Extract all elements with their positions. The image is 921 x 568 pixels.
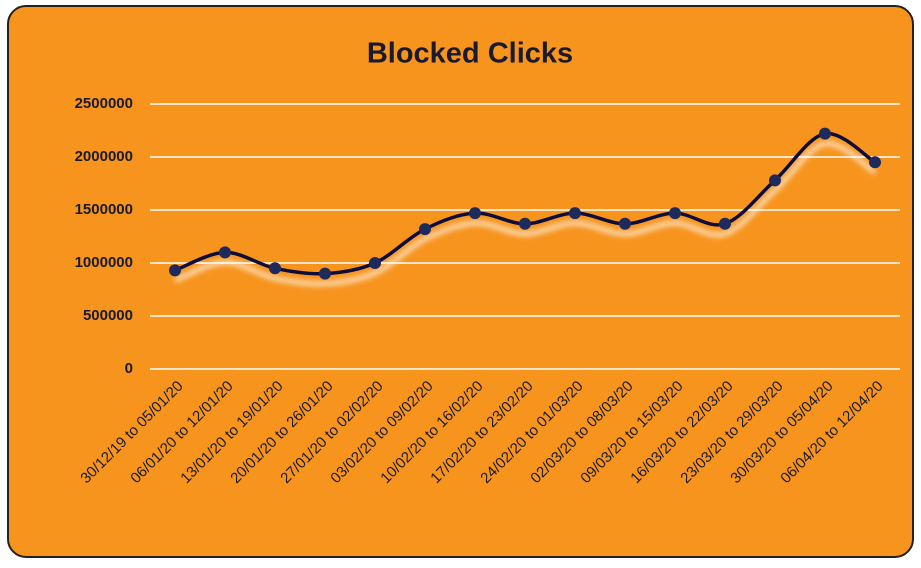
y-tick-label: 1500000 xyxy=(75,201,133,218)
marker xyxy=(469,207,481,220)
marker xyxy=(269,262,281,275)
marker xyxy=(519,217,531,230)
chart-background xyxy=(7,5,914,558)
marker xyxy=(369,257,381,269)
marker xyxy=(769,174,781,187)
y-tick-label: 2000000 xyxy=(75,148,133,165)
marker xyxy=(169,264,181,277)
marker xyxy=(819,127,831,140)
y-tick-label: 2500000 xyxy=(75,95,133,112)
y-tick-label: 1000000 xyxy=(75,254,133,271)
marker xyxy=(569,207,581,220)
y-tick-label: 500000 xyxy=(83,307,133,324)
chart-title: Blocked Clicks xyxy=(367,38,573,70)
marker xyxy=(619,217,631,230)
marker xyxy=(869,156,881,169)
marker xyxy=(319,267,331,280)
marker xyxy=(719,217,731,230)
marker xyxy=(219,246,231,259)
marker xyxy=(669,207,681,220)
marker xyxy=(419,223,431,236)
y-tick-label: 0 xyxy=(125,360,133,377)
